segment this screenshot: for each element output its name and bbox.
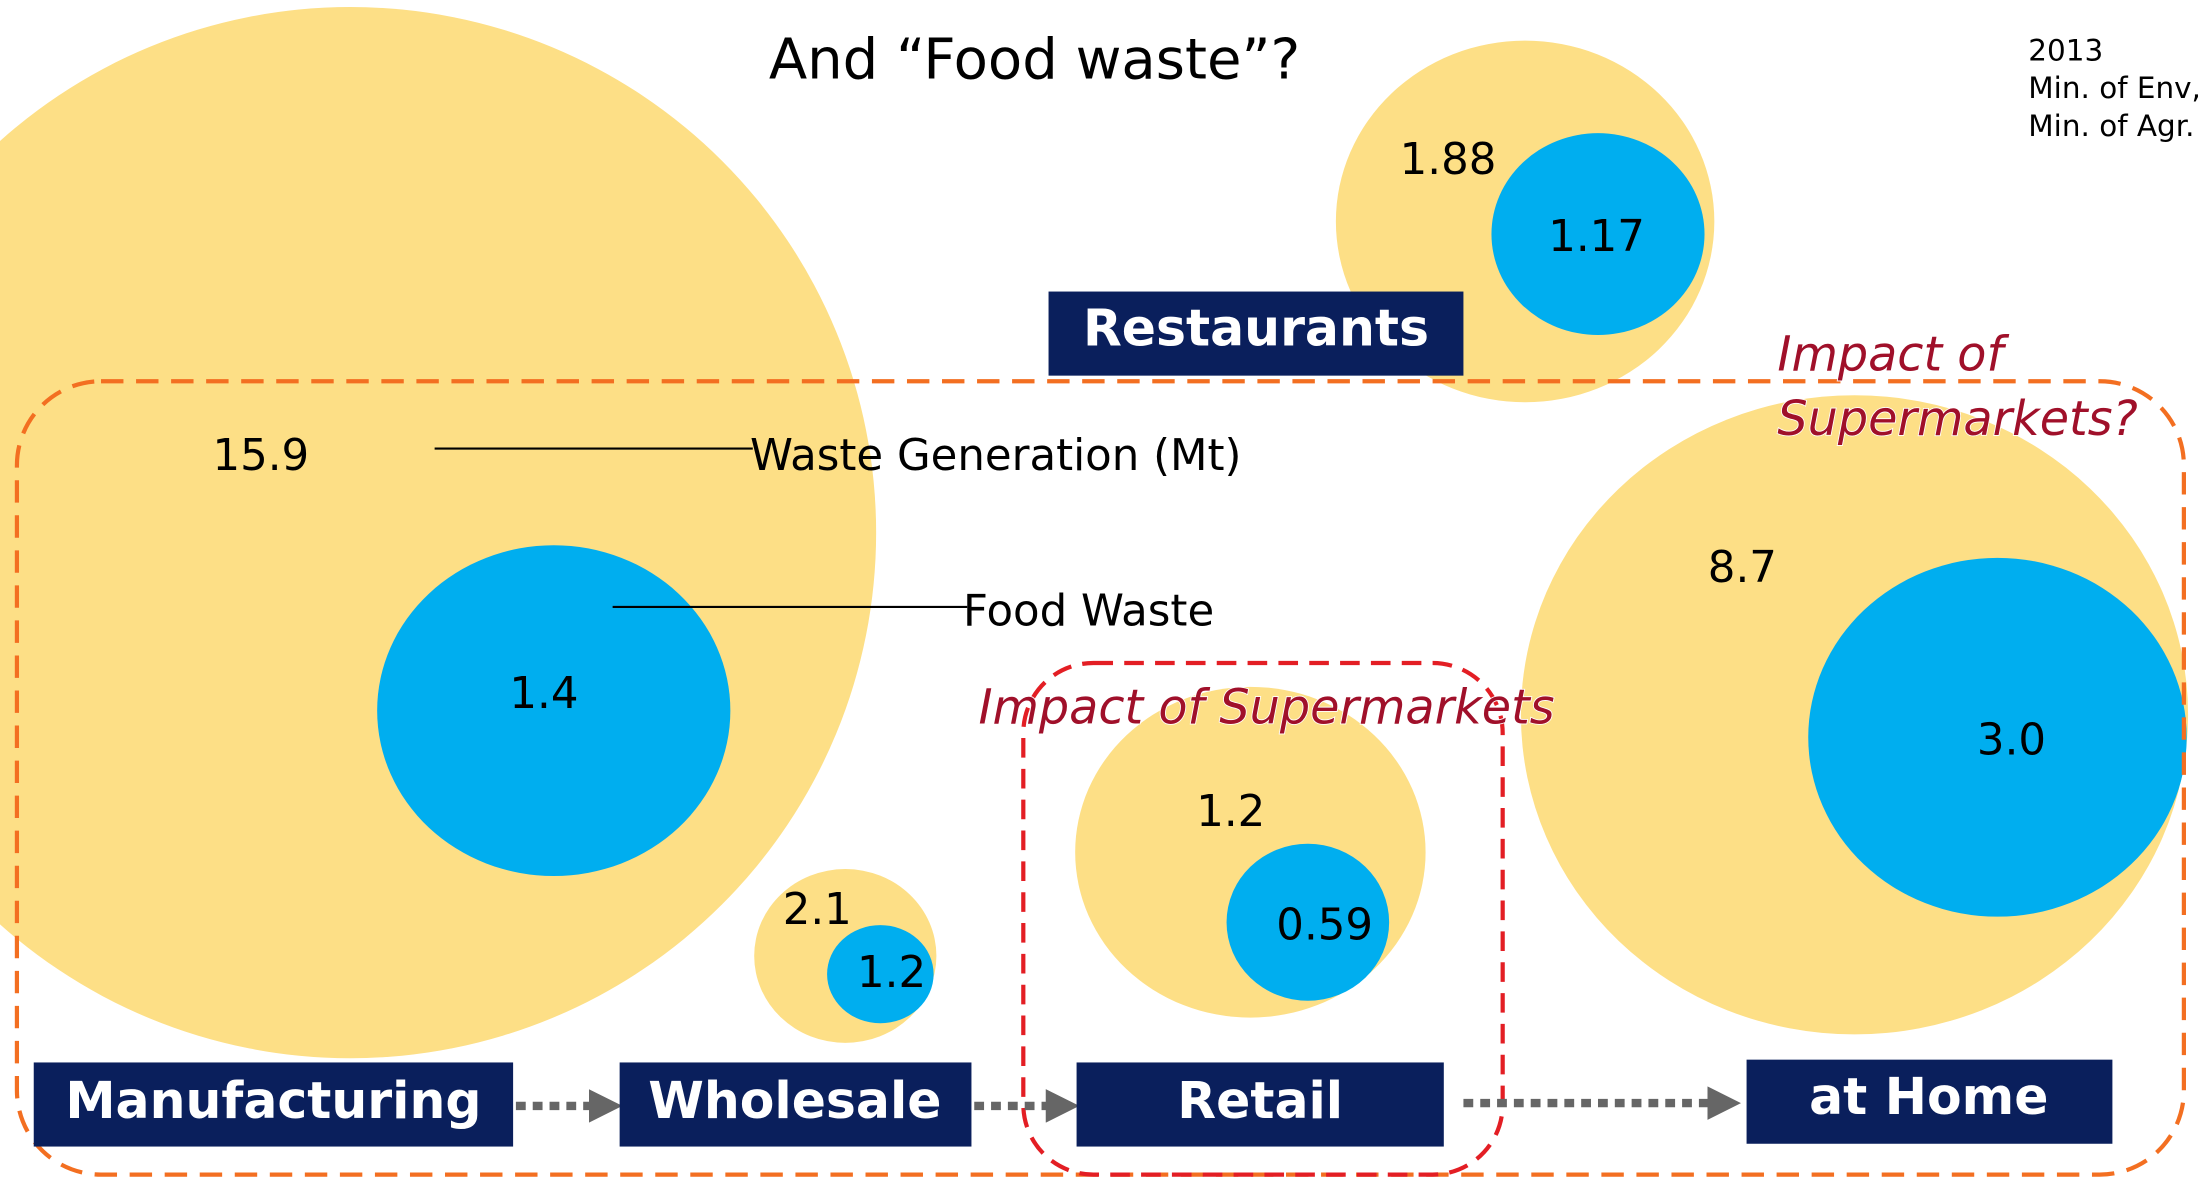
waste-value: 2.1 bbox=[783, 885, 852, 935]
waste-value: 15.9 bbox=[212, 431, 309, 481]
food-waste-value: 0.59 bbox=[1276, 900, 1373, 950]
stage-box bbox=[33, 1062, 514, 1147]
stage-box bbox=[1048, 291, 1464, 376]
food-waste-bubble bbox=[1491, 133, 1705, 335]
stage-box bbox=[619, 1062, 972, 1147]
food-waste-value: 1.17 bbox=[1548, 212, 1645, 262]
annotation: Impact of Supermarkets bbox=[978, 681, 1554, 736]
food-waste-bubble bbox=[1808, 557, 2187, 917]
retail-region bbox=[1021, 660, 1505, 1177]
food-waste-value: 1.2 bbox=[857, 948, 926, 998]
waste-value: 8.7 bbox=[1708, 543, 1777, 593]
food-waste-bubble bbox=[1226, 843, 1390, 1001]
stage-label: at Home bbox=[1809, 1067, 2048, 1126]
stage-label: Wholesale bbox=[648, 1071, 941, 1130]
waste-value: 1.2 bbox=[1196, 787, 1265, 837]
source: Min. of Env, bbox=[2028, 71, 2198, 105]
chain-region bbox=[14, 379, 2186, 1177]
stage-label: Retail bbox=[1177, 1071, 1343, 1130]
waste-value: 1.88 bbox=[1400, 135, 1497, 185]
legend-waste: Waste Generation (Mt) bbox=[750, 431, 1242, 481]
stage-label: Manufacturing bbox=[65, 1071, 481, 1130]
legend-food-waste: Food Waste bbox=[963, 586, 1214, 636]
food-waste-value: 3.0 bbox=[1977, 715, 2046, 765]
annotation: Supermarkets? bbox=[1777, 392, 2137, 447]
annotation: Impact of bbox=[1777, 327, 2009, 382]
stage-box bbox=[1746, 1059, 2113, 1144]
source: Min. of Agr. bbox=[2028, 109, 2194, 143]
food-waste-bubble bbox=[377, 545, 731, 877]
food-waste-bubble bbox=[827, 925, 934, 1024]
food-waste-value: 1.4 bbox=[509, 669, 578, 719]
title: And “Food waste”? bbox=[769, 28, 1300, 93]
source: 2013 bbox=[2028, 33, 2103, 67]
stage-box bbox=[1076, 1062, 1444, 1147]
stage-label: Restaurants bbox=[1083, 299, 1429, 358]
waste-bubble bbox=[0, 7, 876, 1059]
